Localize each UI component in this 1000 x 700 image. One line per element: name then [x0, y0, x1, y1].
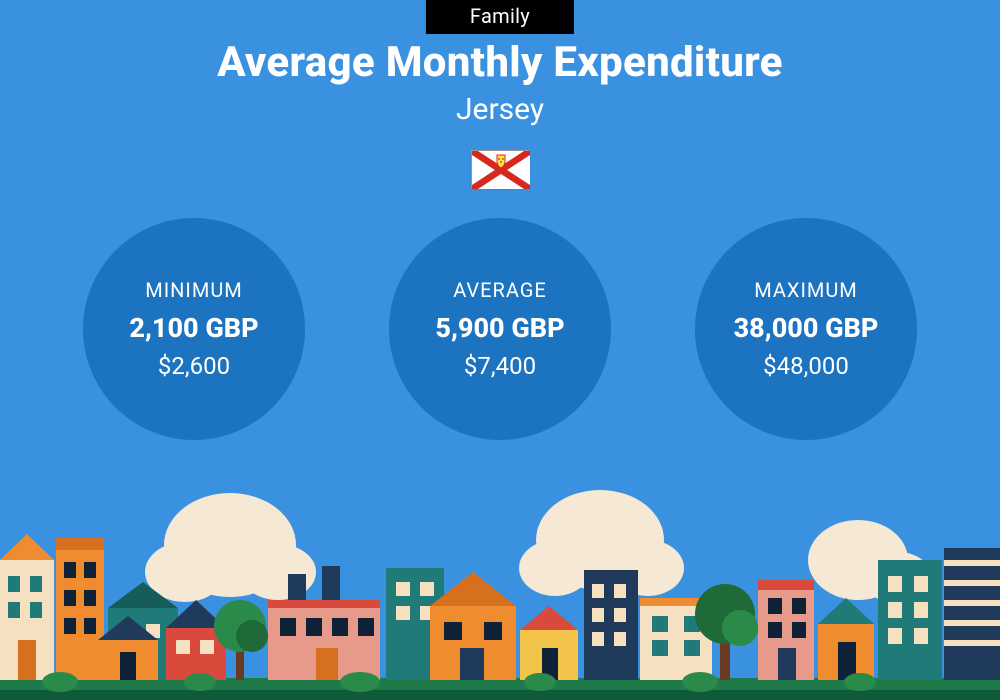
stat-primary: 5,900 GBP	[435, 312, 564, 344]
stat-circle-maximum: MAXIMUM 38,000 GBP $48,000	[695, 218, 917, 440]
stat-secondary: $48,000	[763, 352, 849, 380]
stat-label: MINIMUM	[145, 278, 243, 302]
stat-secondary: $2,600	[158, 352, 230, 380]
stat-label: MAXIMUM	[754, 278, 858, 302]
stat-secondary: $7,400	[464, 352, 536, 380]
page-title: Average Monthly Expenditure	[0, 38, 1000, 87]
jersey-flag-icon	[471, 150, 529, 188]
category-badge: Family	[426, 0, 574, 34]
stat-primary: 2,100 GBP	[129, 312, 258, 344]
stat-label: AVERAGE	[453, 278, 547, 302]
infographic-canvas: Family Average Monthly Expenditure Jerse…	[0, 0, 1000, 700]
cityscape-illustration	[0, 490, 1000, 700]
stat-circle-minimum: MINIMUM 2,100 GBP $2,600	[83, 218, 305, 440]
stat-circle-average: AVERAGE 5,900 GBP $7,400	[389, 218, 611, 440]
stat-primary: 38,000 GBP	[734, 312, 879, 344]
category-badge-label: Family	[470, 4, 530, 28]
stat-circles: MINIMUM 2,100 GBP $2,600 AVERAGE 5,900 G…	[0, 218, 1000, 440]
page-subtitle: Jersey	[0, 92, 1000, 127]
